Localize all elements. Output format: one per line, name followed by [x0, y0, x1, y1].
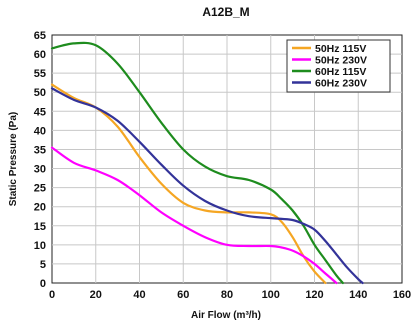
x-tick-labels: 0 20 40 60 80 100 120 140 160	[49, 289, 411, 301]
x-tick-label: 0	[49, 289, 55, 301]
y-tick-label: 45	[34, 106, 46, 118]
y-tick-label: 30	[34, 164, 46, 176]
y-tick-label: 55	[34, 68, 46, 80]
x-tick-label: 80	[221, 289, 233, 301]
y-tick-label: 25	[34, 183, 46, 195]
y-tick-label: 0	[40, 278, 46, 290]
y-axis-label: Static Pressure (Pa)	[8, 112, 19, 207]
legend-label-50hz-230v: 50Hz 230V	[315, 55, 367, 67]
x-tick-label: 20	[90, 289, 102, 301]
y-tick-label: 65	[34, 30, 46, 42]
series-line-60hz-115v	[50, 41, 344, 285]
legend-label-60hz-115v: 60Hz 115V	[315, 66, 366, 78]
legend-label-50hz-115v: 50Hz 115V	[315, 43, 366, 55]
chart-title: A12B_M	[202, 5, 249, 19]
series-layer	[50, 41, 364, 285]
x-tick-label: 140	[349, 289, 367, 301]
y-tick-label: 20	[34, 202, 46, 214]
series-line-50hz-115v	[50, 83, 327, 285]
y-tick-label: 5	[40, 259, 46, 271]
y-tick-labels: 0 5 10 15 20 25 30 35 40 45 50 55 60 65	[34, 30, 46, 290]
x-tick-label: 40	[133, 289, 145, 301]
series-line-50hz-230v	[50, 146, 338, 285]
y-tick-label: 50	[34, 87, 46, 99]
x-tick-label: 120	[305, 289, 323, 301]
x-tick-label: 160	[393, 289, 411, 301]
grid-layer	[52, 35, 402, 283]
x-axis-label: Air Flow (m³/h)	[191, 310, 261, 321]
y-tick-label: 40	[34, 125, 46, 137]
x-tick-label: 60	[177, 289, 189, 301]
series-line-60hz-230v	[50, 87, 364, 285]
y-tick-label: 15	[34, 221, 46, 233]
x-tick-label: 100	[262, 289, 280, 301]
y-tick-label: 60	[34, 49, 46, 61]
legend-label-60hz-230v: 60Hz 230V	[315, 78, 367, 90]
y-tick-label: 35	[34, 144, 46, 156]
y-tick-label: 10	[34, 240, 46, 252]
